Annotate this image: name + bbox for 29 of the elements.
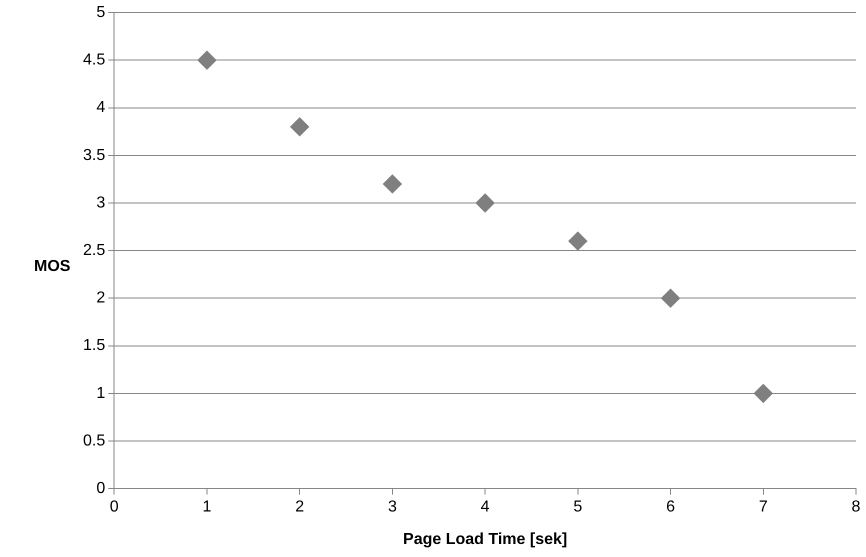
y-tick-label: 1 bbox=[96, 384, 106, 402]
y-tick-label: 1.5 bbox=[82, 337, 106, 354]
y-tick-label: 4.5 bbox=[82, 52, 106, 69]
x-tick-label: 4 bbox=[480, 498, 490, 516]
point bbox=[661, 288, 680, 308]
y-tick-label: 3 bbox=[96, 194, 106, 212]
y-tick-label: 2.5 bbox=[82, 242, 106, 260]
y-tick-label: 5 bbox=[96, 4, 106, 22]
y-axis-title: MOS bbox=[34, 258, 70, 276]
y-tick-label: 3.5 bbox=[82, 146, 106, 164]
y-tick-label: 4 bbox=[96, 99, 106, 116]
x-tick-label: 3 bbox=[388, 498, 397, 516]
x-tick-label: 1 bbox=[202, 498, 212, 516]
x-tick-label: 6 bbox=[666, 498, 676, 516]
x-axis-title: Page Load Time [sek] bbox=[403, 530, 568, 548]
y-tick-label: 0.5 bbox=[82, 432, 106, 450]
x-tick-label: 0 bbox=[110, 498, 119, 516]
y-tick-label: 2 bbox=[96, 290, 106, 307]
x-tick-label: 2 bbox=[295, 498, 304, 516]
point bbox=[197, 50, 216, 70]
point bbox=[568, 232, 588, 251]
x-tick-label: 7 bbox=[758, 498, 768, 516]
x-tick-label: 5 bbox=[573, 498, 582, 516]
point bbox=[382, 174, 402, 194]
y-tick-label: 0 bbox=[96, 480, 106, 498]
point bbox=[290, 117, 310, 136]
x-tick-label: 8 bbox=[852, 498, 861, 516]
point bbox=[476, 194, 495, 212]
point bbox=[754, 384, 773, 403]
